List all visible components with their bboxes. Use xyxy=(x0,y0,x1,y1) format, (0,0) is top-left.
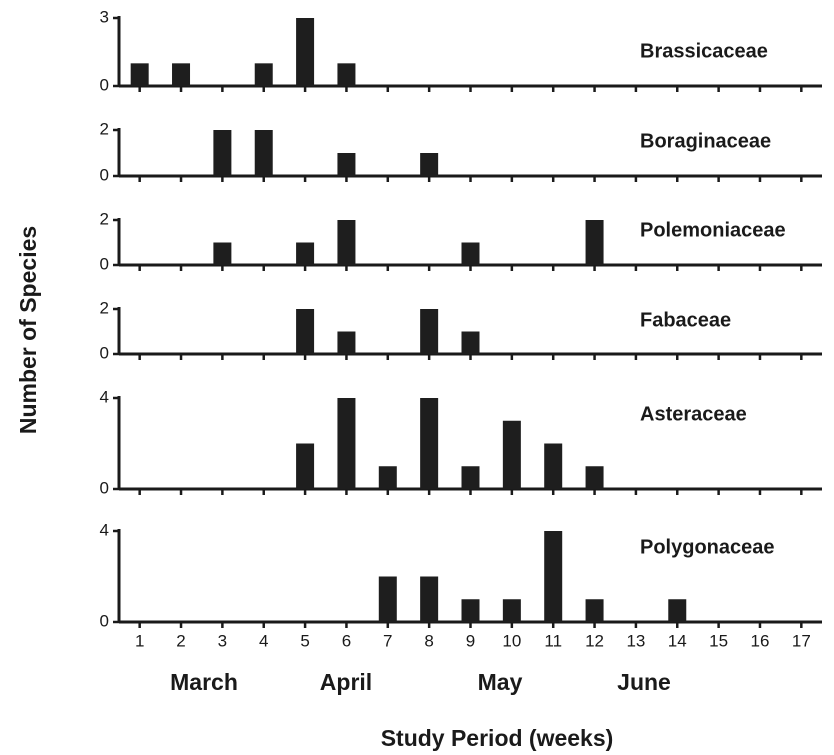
x-tick-label: 12 xyxy=(585,631,604,650)
month-label: April xyxy=(320,669,372,695)
bar xyxy=(544,443,563,489)
month-label: May xyxy=(478,669,523,695)
bar xyxy=(461,466,480,489)
x-tick-label: 10 xyxy=(502,631,521,650)
bar xyxy=(585,466,604,489)
panel-title: Brassicaceae xyxy=(640,40,768,62)
bar xyxy=(337,398,356,489)
y-tick-label: 0 xyxy=(100,611,109,630)
bar xyxy=(585,599,604,622)
x-tick-label: 9 xyxy=(466,631,475,650)
bar xyxy=(337,153,356,176)
x-tick-label: 5 xyxy=(300,631,309,650)
bar xyxy=(668,599,687,622)
bar xyxy=(420,153,439,176)
bar xyxy=(337,63,356,86)
x-tick-label: 1 xyxy=(135,631,144,650)
bar xyxy=(254,63,273,86)
y-tick-label: 2 xyxy=(100,119,109,138)
y-tick-label: 4 xyxy=(100,387,109,406)
y-tick-label: 0 xyxy=(100,254,109,273)
x-tick-label: 11 xyxy=(544,631,562,650)
x-tick-label: 15 xyxy=(709,631,728,650)
bar xyxy=(254,130,273,176)
month-label: June xyxy=(617,669,671,695)
bar xyxy=(296,242,315,265)
panel-title: Fabaceae xyxy=(640,309,731,331)
y-tick-label: 2 xyxy=(100,209,109,228)
month-label: March xyxy=(170,669,238,695)
bar xyxy=(461,331,480,354)
bar xyxy=(378,576,397,622)
bar xyxy=(461,599,480,622)
x-tick-label: 13 xyxy=(626,631,645,650)
y-tick-label: 0 xyxy=(100,343,109,362)
x-tick-label: 3 xyxy=(218,631,227,650)
y-tick-label: 0 xyxy=(100,75,109,94)
bar xyxy=(378,466,397,489)
bar xyxy=(337,220,356,265)
y-tick-label: 0 xyxy=(100,165,109,184)
bar xyxy=(585,220,604,265)
bar xyxy=(296,443,315,489)
y-axis-title: Number of Species xyxy=(15,226,41,434)
bar xyxy=(420,576,439,622)
x-tick-label: 16 xyxy=(751,631,770,650)
bar xyxy=(461,242,480,265)
bar xyxy=(172,63,191,86)
x-axis-title: Study Period (weeks) xyxy=(381,725,614,751)
panel-title: Boraginaceae xyxy=(640,130,771,152)
y-tick-label: 3 xyxy=(100,7,109,26)
x-tick-label: 6 xyxy=(342,631,351,650)
bar xyxy=(420,398,439,489)
x-tick-label: 7 xyxy=(383,631,392,650)
bar xyxy=(420,309,439,354)
panel-title: Asteraceae xyxy=(640,403,747,425)
bar xyxy=(296,18,315,86)
x-tick-label: 17 xyxy=(792,631,811,650)
panel-title: Polygonaceae xyxy=(640,536,775,558)
y-tick-label: 2 xyxy=(100,298,109,317)
bar xyxy=(213,130,232,176)
bar xyxy=(544,531,563,622)
y-tick-label: 4 xyxy=(100,520,109,539)
bar xyxy=(130,63,149,86)
x-tick-label: 14 xyxy=(668,631,687,650)
y-tick-label: 0 xyxy=(100,478,109,497)
bar xyxy=(337,331,356,354)
bar xyxy=(213,242,232,265)
x-tick-label: 2 xyxy=(176,631,185,650)
panel-title: Polemoniaceae xyxy=(640,219,786,241)
x-tick-label: 4 xyxy=(259,631,268,650)
bar xyxy=(502,420,521,489)
bar xyxy=(296,309,315,354)
bar xyxy=(502,599,521,622)
x-tick-label: 8 xyxy=(424,631,433,650)
